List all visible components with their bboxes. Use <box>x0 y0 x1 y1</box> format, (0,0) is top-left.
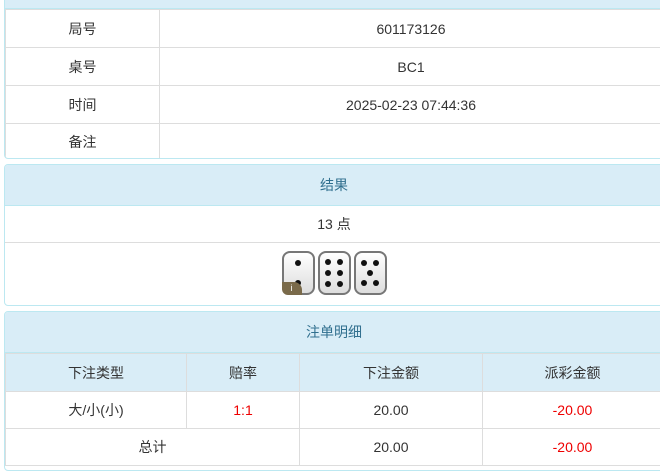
info-panel-header <box>5 0 660 9</box>
info-icon[interactable]: i <box>282 282 302 295</box>
result-points: 13 点 <box>5 206 660 243</box>
payout: -20.00 <box>483 392 660 429</box>
die-pip <box>325 259 331 265</box>
total-label: 总计 <box>6 429 300 466</box>
label: 备注 <box>6 124 160 160</box>
col-bet-type: 下注类型 <box>6 354 187 392</box>
col-payout: 派彩金额 <box>483 354 660 392</box>
table-row: 大/小(小) 1:1 20.00 -20.00 <box>6 392 660 429</box>
dice-row: i <box>5 243 660 295</box>
result-panel: 结果 13 点 i <box>4 164 660 306</box>
die-6 <box>318 251 351 295</box>
total-payout: -20.00 <box>483 429 660 466</box>
die-pip <box>295 260 301 266</box>
label: 时间 <box>6 86 160 124</box>
bet-type: 大/小(小) <box>6 392 187 429</box>
bet-table-header: 下注类型 赔率 下注金额 派彩金额 <box>6 354 660 392</box>
round-number: 601173126 <box>160 10 660 48</box>
total-row: 总计 20.00 -20.00 <box>6 429 660 466</box>
result-title: 结果 <box>5 165 660 206</box>
total-amount: 20.00 <box>300 429 483 466</box>
die-pip <box>373 280 379 286</box>
die-2: i <box>282 251 315 295</box>
die-pip <box>337 259 343 265</box>
col-amount: 下注金额 <box>300 354 483 392</box>
info-row-note: 备注 <box>6 124 660 160</box>
die-pip <box>361 280 367 286</box>
col-odds: 赔率 <box>187 354 300 392</box>
die-5 <box>354 251 387 295</box>
note-value <box>160 124 660 160</box>
die-pip <box>361 260 367 266</box>
die-pip <box>373 260 379 266</box>
bet-detail-title: 注单明细 <box>5 312 660 353</box>
die-pip <box>325 270 331 276</box>
die-pip <box>325 281 331 287</box>
label: 桌号 <box>6 48 160 86</box>
time-value: 2025-02-23 07:44:36 <box>160 86 660 124</box>
die-pip <box>337 281 343 287</box>
die-pip <box>367 270 373 276</box>
die-pip <box>337 270 343 276</box>
odds: 1:1 <box>187 392 300 429</box>
bet-amount: 20.00 <box>300 392 483 429</box>
bet-detail-panel: 注单明细 下注类型 赔率 下注金额 派彩金额 大/小(小) 1:1 20.00 … <box>4 311 660 471</box>
table-number: BC1 <box>160 48 660 86</box>
bet-table: 下注类型 赔率 下注金额 派彩金额 大/小(小) 1:1 20.00 -20.0… <box>5 353 660 466</box>
label: 局号 <box>6 10 160 48</box>
